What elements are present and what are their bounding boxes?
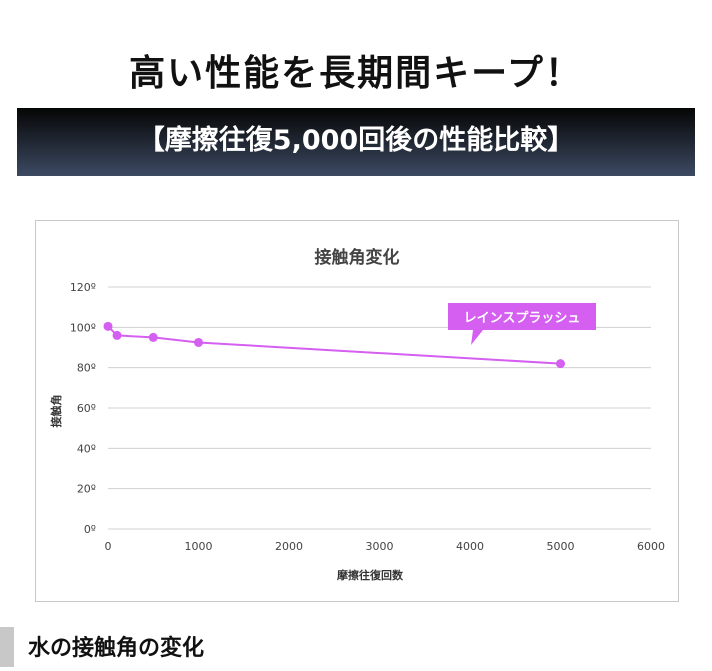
legend-label: レインスプラッシュ xyxy=(464,311,581,326)
x-tick-label: 0 xyxy=(105,540,112,553)
x-tick-label: 3000 xyxy=(366,540,394,553)
chart-title: 接触角変化 xyxy=(315,247,400,268)
y-tick-label: 0º xyxy=(84,523,96,536)
x-axis-label: 摩擦往復回数 xyxy=(337,568,404,582)
data-point xyxy=(194,337,203,347)
section-heading-text: 水の接触角の変化 xyxy=(28,636,205,661)
x-tick-label: 4000 xyxy=(456,540,484,553)
page-title: 高い性能を長期間キープ！ xyxy=(129,53,583,94)
section-heading: 水の接触角の変化 xyxy=(0,627,712,667)
y-tick-label: 100º xyxy=(70,321,96,334)
comparison-banner: 【摩擦往復5,000回後の性能比較】 xyxy=(17,108,695,176)
heading-accent-bar xyxy=(0,627,14,667)
chart-container: 接触角変化 摩擦往復回数 接触角 0º 20º 40º 60º 80º 100º 120º 0… xyxy=(35,220,679,602)
x-tick-label: 6000 xyxy=(637,540,665,553)
x-tick-label: 1000 xyxy=(185,540,213,553)
contact-angle-chart: 接触角変化 摩擦往復回数 接触角 0º 20º 40º 60º 80º 100º 120º 0… xyxy=(49,247,665,582)
data-point xyxy=(112,330,122,340)
x-tick-label: 5000 xyxy=(547,540,575,553)
data-point xyxy=(556,359,565,369)
y-tick-label: 40º xyxy=(77,442,96,455)
y-tick-label: 60º xyxy=(77,402,96,415)
y-tick-label: 80º xyxy=(77,362,96,375)
y-tick-label: 120º xyxy=(70,281,96,294)
series-line xyxy=(107,325,561,365)
y-tick-label: 20º xyxy=(77,483,96,496)
data-point xyxy=(103,321,113,331)
data-point xyxy=(148,332,158,342)
legend-callout xyxy=(448,303,596,345)
y-axis-label: 接触角 xyxy=(49,395,63,428)
x-tick-label: 2000 xyxy=(275,540,303,553)
